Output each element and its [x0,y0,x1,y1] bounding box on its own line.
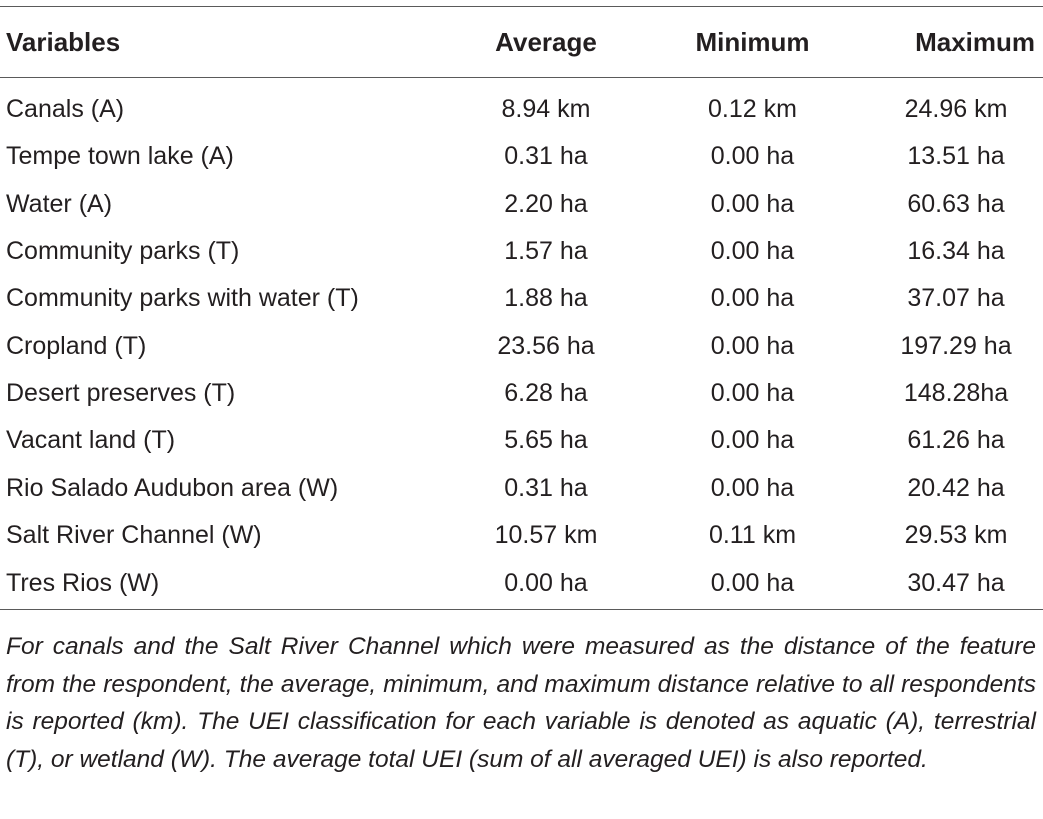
cell-minimum: 0.00 ha [710,378,795,407]
table-footnote: For canals and the Salt River Channel wh… [6,633,1036,773]
header-minimum: Minimum [646,6,859,78]
cell-variable: Rio Salado Audubon area (W) [6,473,339,502]
cell-minimum: 0.00 ha [710,473,795,502]
header-variables: Variables [0,6,446,78]
table-body: Canals (A) 8.94 km 0.12 km 24.96 km Temp… [0,78,1043,610]
cell-minimum: 0.12 km [708,95,797,124]
table-header: Variables Average Minimum Maximum [0,6,1043,78]
table-row: Tres Rios (W) 0.00 ha 0.00 ha 30.47 ha [0,558,1043,610]
cell-variable: Canals (A) [6,95,125,124]
table-row: Canals (A) 8.94 km 0.12 km 24.96 km [0,78,1043,134]
cell-variable: Salt River Channel (W) [6,520,262,549]
table-row: Salt River Channel (W) 10.57 km 0.11 km … [0,512,1043,559]
cell-maximum: 61.26 ha [907,426,1005,455]
cell-variable: Community parks with water (T) [6,284,359,313]
cell-maximum: 197.29 ha [900,331,1012,360]
cell-average: 6.28 ha [504,378,588,407]
cell-maximum: 37.07 ha [907,284,1005,313]
header-maximum: Maximum [859,6,1043,78]
cell-minimum: 0.00 ha [710,142,795,171]
cell-maximum: 20.42 ha [907,473,1005,502]
cell-variable: Water (A) [6,189,113,218]
cell-average: 2.20 ha [504,189,588,218]
cell-minimum: 0.00 ha [710,284,795,313]
table-row: Community parks (T) 1.57 ha 0.00 ha 16.3… [0,228,1043,275]
cell-average: 1.88 ha [504,284,588,313]
cell-maximum: 24.96 km [904,95,1008,124]
table-row: Rio Salado Audubon area (W) 0.31 ha 0.00… [0,464,1043,511]
table-row: Community parks with water (T) 1.88 ha 0… [0,275,1043,322]
table-row: Tempe town lake (A) 0.31 ha 0.00 ha 13.5… [0,133,1043,180]
cell-maximum: 60.63 ha [907,189,1005,218]
cell-variable: Vacant land (T) [6,426,176,455]
cell-variable: Tempe town lake (A) [6,142,234,171]
cell-minimum: 0.00 ha [710,331,795,360]
cell-minimum: 0.00 ha [710,426,795,455]
table-row: Desert preserves (T) 6.28 ha 0.00 ha 148… [0,370,1043,417]
cell-minimum: 0.11 km [708,520,797,549]
cell-maximum: 29.53 km [904,520,1008,549]
cell-average: 23.56 ha [497,331,595,360]
table-row: Vacant land (T) 5.65 ha 0.00 ha 61.26 ha [0,417,1043,464]
cell-average: 10.57 km [494,520,598,549]
cell-average: 0.00 ha [446,558,646,610]
cell-minimum: 0.00 ha [710,189,795,218]
cell-average: 8.94 km [501,95,591,124]
cell-average: 1.57 ha [504,237,588,266]
cell-maximum: 16.34 ha [907,237,1005,266]
cell-variable: Desert preserves (T) [6,378,236,407]
cell-minimum: 0.00 ha [646,558,859,610]
cell-maximum: 13.51 ha [907,142,1005,171]
header-row: Variables Average Minimum Maximum [0,6,1043,78]
cell-variable: Community parks (T) [6,237,240,266]
table-row: Cropland (T) 23.56 ha 0.00 ha 197.29 ha [0,322,1043,369]
data-table: Variables Average Minimum Maximum Canals… [0,6,1043,610]
cell-variable: Cropland (T) [6,331,147,360]
header-average: Average [446,6,646,78]
cell-maximum: 30.47 ha [859,558,1043,610]
cell-average: 0.31 ha [504,473,588,502]
cell-average: 0.31 ha [504,142,588,171]
cell-variable: Tres Rios (W) [0,558,446,610]
cell-maximum: 148.28ha [903,378,1009,407]
table-row: Water (A) 2.20 ha 0.00 ha 60.63 ha [0,181,1043,228]
cell-average: 5.65 ha [504,426,588,455]
cell-minimum: 0.00 ha [710,237,795,266]
